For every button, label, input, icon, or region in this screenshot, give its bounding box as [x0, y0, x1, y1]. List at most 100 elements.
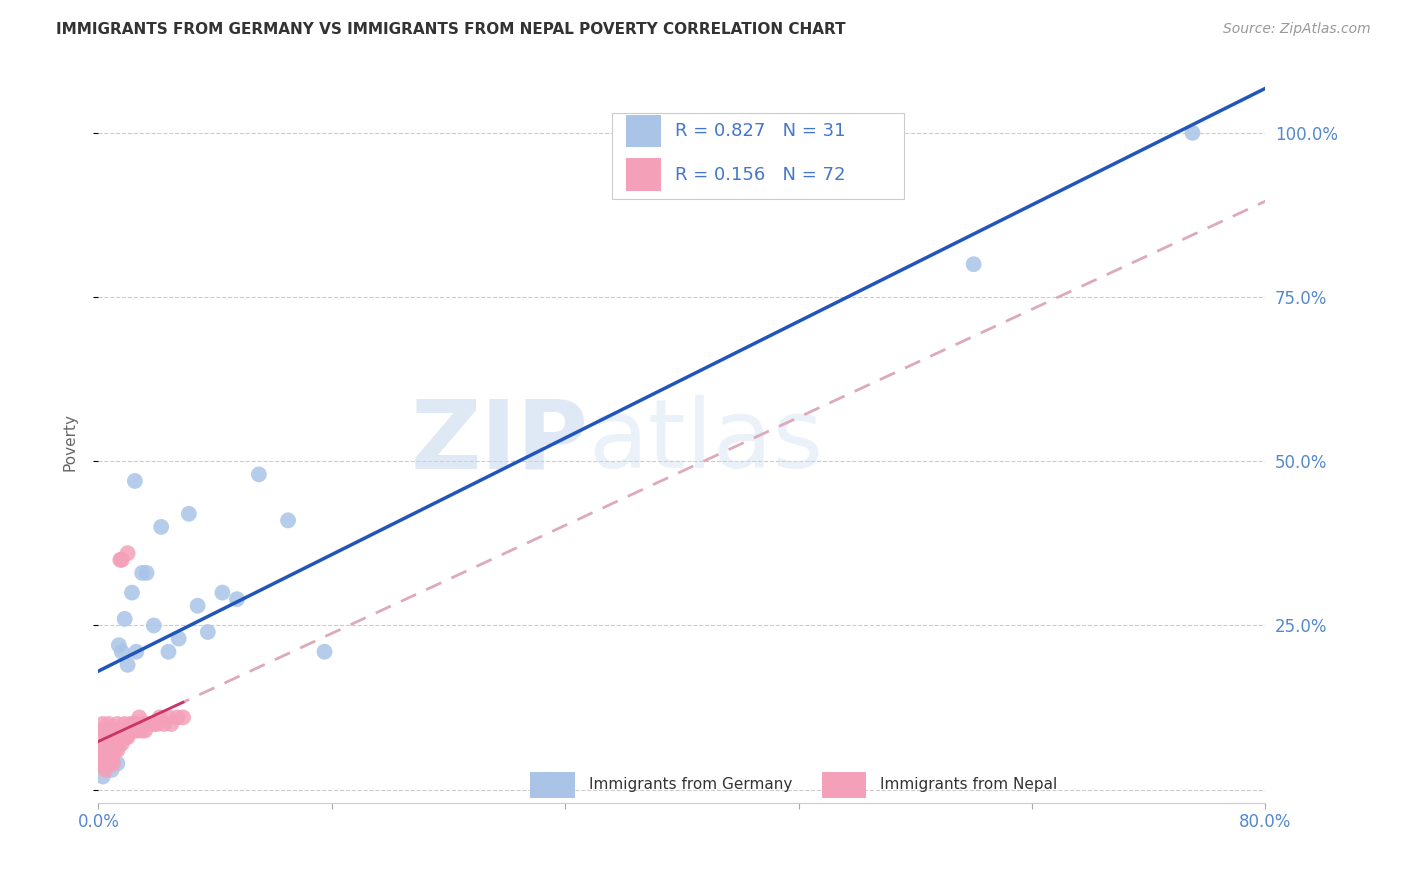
Point — [100, 749, 122, 764]
Text: Source: ZipAtlas.com: Source: ZipAtlas.com — [1223, 22, 1371, 37]
Point — [110, 730, 132, 744]
Point — [134, 723, 156, 738]
Point — [153, 717, 176, 731]
Point — [98, 737, 121, 751]
Point — [97, 730, 120, 744]
Point — [139, 717, 162, 731]
Point — [91, 717, 114, 731]
Text: IMMIGRANTS FROM GERMANY VS IMMIGRANTS FROM NEPAL POVERTY CORRELATION CHART: IMMIGRANTS FROM GERMANY VS IMMIGRANTS FR… — [56, 22, 846, 37]
Point — [146, 717, 169, 731]
Point — [114, 717, 136, 731]
Point — [121, 723, 143, 738]
Point — [112, 723, 135, 738]
Point — [177, 507, 200, 521]
Point — [91, 743, 114, 757]
Point — [96, 749, 118, 764]
Point — [277, 513, 299, 527]
Point — [125, 645, 148, 659]
Point — [97, 756, 120, 771]
Point — [94, 749, 117, 764]
Point — [117, 546, 139, 560]
Point — [94, 723, 117, 738]
Point — [115, 730, 138, 744]
Point — [111, 645, 134, 659]
Point — [96, 737, 118, 751]
Point — [127, 723, 149, 738]
Point — [131, 566, 153, 580]
Point — [98, 749, 121, 764]
Point — [108, 723, 131, 738]
Point — [150, 520, 173, 534]
Point — [131, 723, 153, 738]
Point — [101, 723, 124, 738]
Text: Immigrants from Germany: Immigrants from Germany — [589, 777, 792, 792]
Point — [117, 730, 139, 744]
Point — [962, 257, 984, 271]
Point — [94, 756, 117, 771]
FancyBboxPatch shape — [612, 112, 904, 200]
Point — [91, 770, 114, 784]
Point — [101, 730, 124, 744]
Point — [118, 723, 141, 738]
Point — [91, 756, 114, 771]
Point — [226, 592, 249, 607]
Point — [1181, 126, 1204, 140]
Point — [89, 756, 111, 771]
Point — [110, 553, 132, 567]
Point — [103, 743, 125, 757]
Point — [167, 632, 190, 646]
Point — [104, 723, 127, 738]
Point — [96, 743, 118, 757]
Y-axis label: Poverty: Poverty — [63, 412, 77, 471]
Point — [120, 717, 142, 731]
Point — [247, 467, 270, 482]
Point — [97, 730, 120, 744]
Point — [100, 730, 122, 744]
Point — [211, 585, 233, 599]
Point — [105, 756, 128, 771]
Point — [90, 749, 112, 764]
Point — [103, 743, 125, 757]
Text: R = 0.827   N = 31: R = 0.827 N = 31 — [675, 122, 845, 140]
Point — [91, 730, 114, 744]
Point — [93, 756, 115, 771]
Text: R = 0.156   N = 72: R = 0.156 N = 72 — [675, 166, 845, 184]
Point — [114, 730, 136, 744]
Point — [122, 717, 145, 731]
FancyBboxPatch shape — [626, 158, 661, 191]
Point — [124, 474, 146, 488]
Point — [125, 717, 148, 731]
Point — [117, 657, 139, 672]
Point — [105, 730, 128, 744]
Point — [135, 566, 157, 580]
Point — [172, 710, 194, 724]
Point — [142, 717, 165, 731]
Point — [124, 723, 146, 738]
Point — [104, 737, 127, 751]
Point — [187, 599, 209, 613]
Point — [160, 717, 183, 731]
Point — [111, 553, 134, 567]
Point — [93, 730, 115, 744]
Point — [112, 730, 135, 744]
Point — [96, 723, 118, 738]
Point — [100, 763, 122, 777]
Point — [149, 710, 172, 724]
Text: atlas: atlas — [589, 395, 824, 488]
FancyBboxPatch shape — [530, 772, 575, 797]
Point — [97, 717, 120, 731]
Point — [166, 710, 188, 724]
Point — [128, 710, 150, 724]
Point — [157, 645, 180, 659]
Point — [98, 723, 121, 738]
Point — [132, 717, 155, 731]
Text: Immigrants from Nepal: Immigrants from Nepal — [880, 777, 1057, 792]
Point — [121, 585, 143, 599]
Point — [105, 717, 128, 731]
Point — [108, 638, 131, 652]
Point — [101, 743, 124, 757]
Point — [105, 743, 128, 757]
Point — [114, 612, 136, 626]
FancyBboxPatch shape — [823, 772, 866, 797]
Point — [94, 737, 117, 751]
